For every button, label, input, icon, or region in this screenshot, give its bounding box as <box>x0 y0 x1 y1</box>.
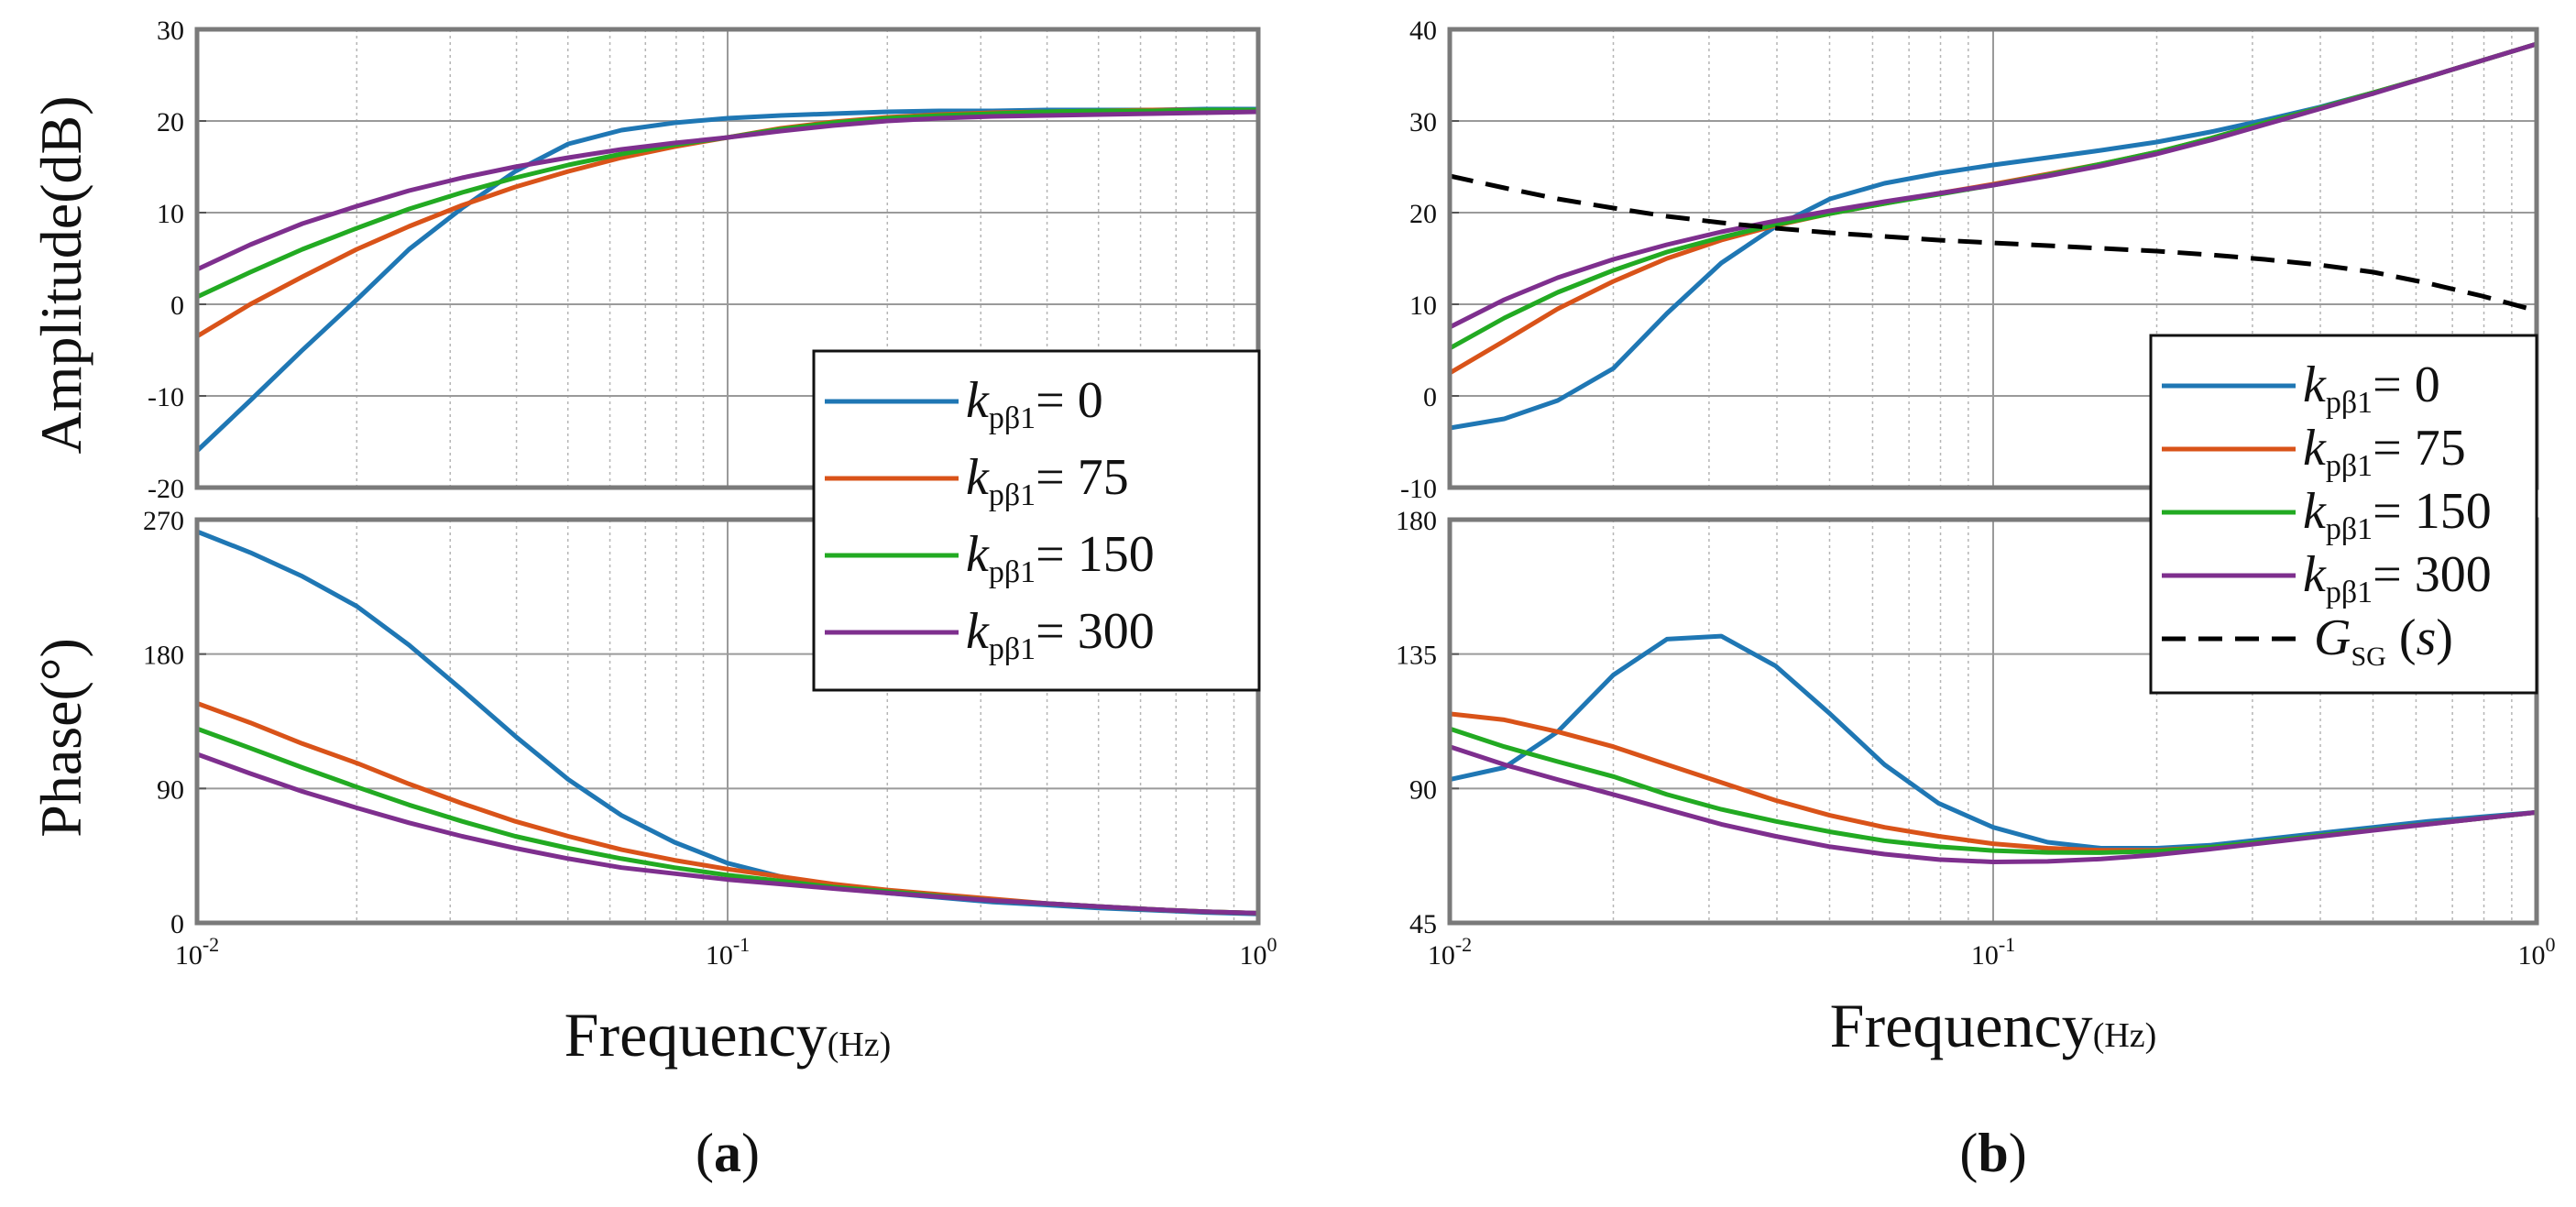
amplitude-y-tick-label: 30 <box>157 16 184 46</box>
panel-label: (b) <box>1959 1123 2026 1183</box>
phase-y-tick-label: 180 <box>143 641 184 671</box>
legend-entry-label: kpβ1= 300 <box>2303 546 2492 609</box>
phase-y-tick-label: 270 <box>143 506 184 536</box>
x-tick-label: 10-1 <box>706 933 750 971</box>
amplitude-y-tick-label: -10 <box>148 382 184 412</box>
phase-y-tick-label: 90 <box>1409 774 1437 805</box>
amplitude-y-tick-label: 30 <box>1409 107 1437 137</box>
panel-a: -20 -10 0 10 20 30 0 90 180 270 10-2 10-1 100 Frequen… <box>28 16 1277 1183</box>
amplitude-y-tick-label: 10 <box>157 199 184 229</box>
amplitude-subplot: -20 -10 0 10 20 30 <box>148 16 1261 504</box>
amplitude-y-tick-label: 0 <box>170 291 184 321</box>
amplitude-series-line-300 <box>194 109 1261 272</box>
panel-b: -10 0 10 20 30 40 45 90 135 180 10-2 10-1 100 Frequen… <box>1396 16 2556 1183</box>
amplitude-frame <box>194 27 1261 490</box>
phase-series-line-300 <box>1447 744 2539 864</box>
x-axis-label: Frequency(Hz) <box>1830 991 2157 1060</box>
x-tick-label: 100 <box>2518 933 2556 971</box>
legend-entry-label: GSG (s) <box>2314 609 2453 672</box>
amplitude-y-tick-label: -10 <box>1400 474 1437 504</box>
amplitude-y-tick-label: 0 <box>1423 382 1437 412</box>
amplitude-y-tick-label: 10 <box>1409 291 1437 321</box>
amplitude-series-line-gsgs <box>1449 173 2538 313</box>
legend-entry-label: kpβ1= 150 <box>966 526 1155 589</box>
amplitude-series-line-300 <box>1447 41 2539 330</box>
phase-y-tick-label: 180 <box>1396 506 1437 536</box>
x-axis-label: Frequency(Hz) <box>565 1000 892 1070</box>
legend-entry-label: kpβ1= 300 <box>966 603 1155 666</box>
phase-y-tick-label: 90 <box>157 774 184 805</box>
amplitude-y-tick-label: 40 <box>1409 16 1437 46</box>
amplitude-y-tick-label: 20 <box>1409 199 1437 229</box>
amplitude-frame <box>1447 27 2539 490</box>
x-tick-label: 10-1 <box>1971 933 2015 971</box>
phase-frame <box>194 517 1261 926</box>
legend: kpβ1= 0 kpβ1= 75 kpβ1= 150 kpβ1= 300 <box>812 349 1261 692</box>
legend-entry-label: kpβ1= 75 <box>966 449 1129 512</box>
phase-y-tick-label: 135 <box>1396 641 1437 671</box>
phase-frame <box>1447 517 2539 926</box>
amplitude-y-label: Amplitude(dB) <box>28 95 93 454</box>
phase-series-line-0 <box>1447 633 2539 850</box>
phase-y-label: Phase(°) <box>28 638 93 838</box>
phase-series-line-300 <box>194 752 1261 916</box>
x-tick-label: 100 <box>1240 933 1277 971</box>
legend-entry-label: kpβ1= 0 <box>966 372 1103 435</box>
legend-entry-label: kpβ1= 150 <box>2303 483 2492 546</box>
phase-y-tick-label: 0 <box>170 909 184 939</box>
x-tick-label: 10-2 <box>1428 933 1472 971</box>
panel-label: (a) <box>696 1123 760 1183</box>
legend-entry-label: kpβ1= 0 <box>2303 357 2440 420</box>
phase-y-tick-label: 45 <box>1409 909 1437 939</box>
legend-entry-label: kpβ1= 75 <box>2303 420 2466 483</box>
x-tick-label: 10-2 <box>175 933 219 971</box>
amplitude-y-tick-label: -20 <box>148 474 184 504</box>
amplitude-y-tick-label: 20 <box>157 107 184 137</box>
